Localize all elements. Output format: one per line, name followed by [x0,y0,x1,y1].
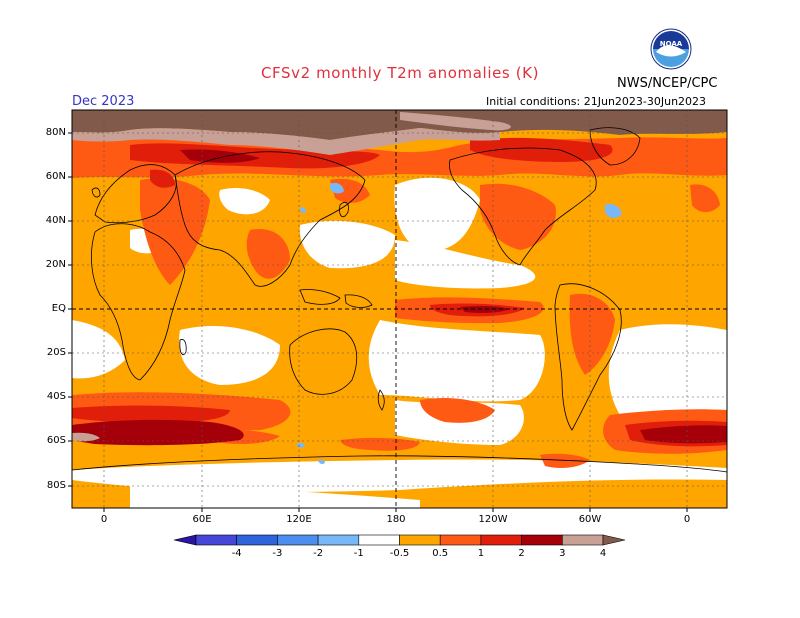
colorbar-segment [195,534,238,546]
anomaly-3-4 [72,149,727,446]
color-legend: -4 -3 -2 -1 -0.5 0.5 1 2 3 4 [173,534,626,559]
colorbar-tick-label: -3 [272,548,282,559]
colorbar-tick-label: 3 [559,548,565,559]
svg-text:NOAA: NOAA [660,40,683,48]
colorbar-tick-label: 2 [518,548,524,559]
colorbar-tick-label: -0.5 [390,548,410,559]
x-tick-label: 120E [286,514,312,525]
noaa-logo: NOAA [650,28,692,70]
lat-lon-grid [72,110,727,508]
coastlines [72,127,727,473]
y-tick-label: 20S [46,347,66,358]
colorbar-tick-label: -1 [354,548,364,559]
anomaly-field [72,110,727,508]
chart-title: CFSv2 monthly T2m anomalies (K) [260,64,540,82]
x-tick-label: 180 [386,514,406,525]
colorbar-segment [317,534,360,546]
colorbar-segment [521,534,563,546]
colorbar-segment [277,534,319,546]
y-tick-label: 80N [45,127,66,138]
y-tick-label: 60N [45,171,66,182]
colorbar-segment [480,534,522,546]
x-tick-label: 60W [578,514,602,525]
y-tick-label: 40N [45,215,66,226]
equator-dateline [72,110,727,508]
colorbar-tick-label: -4 [232,548,242,559]
axis-ticks [68,132,688,512]
colorbar-end-low [173,534,197,546]
colorbar-segment [358,534,400,546]
colorbar-tick-label: 1 [478,548,484,559]
initial-conditions-label: Initial conditions: 21Jun2023-30Jun2023 [486,95,707,108]
x-tick-label: 60E [192,514,212,525]
cold-anomaly [296,182,622,464]
x-tick-label: 0 [683,514,691,525]
colorbar-tick-label: -2 [313,548,323,559]
y-tick-label: 40S [46,391,66,402]
organization-label: NWS/NCEP/CPC [617,76,718,91]
x-tick-label: 0 [100,514,108,525]
colorbar-tick-label: 0.5 [432,548,448,559]
anomaly-above-4 [72,110,727,140]
colorbar-segment [399,534,441,546]
colorbar-segment [561,534,604,546]
anomaly-3-4-tan [72,128,500,155]
y-tick-label: EQ [51,303,66,314]
y-tick-label: 60S [46,435,66,446]
y-tick-label: 20N [45,259,66,270]
colorbar-tick-label: 4 [600,548,606,559]
colorbar-end-high [602,534,626,546]
colorbar-segment [236,534,278,546]
x-tick-label: 120W [478,514,508,525]
y-tick-label: 80S [46,480,66,491]
colorbar-segment [439,534,482,546]
valid-month-label: Dec 2023 [72,94,135,109]
